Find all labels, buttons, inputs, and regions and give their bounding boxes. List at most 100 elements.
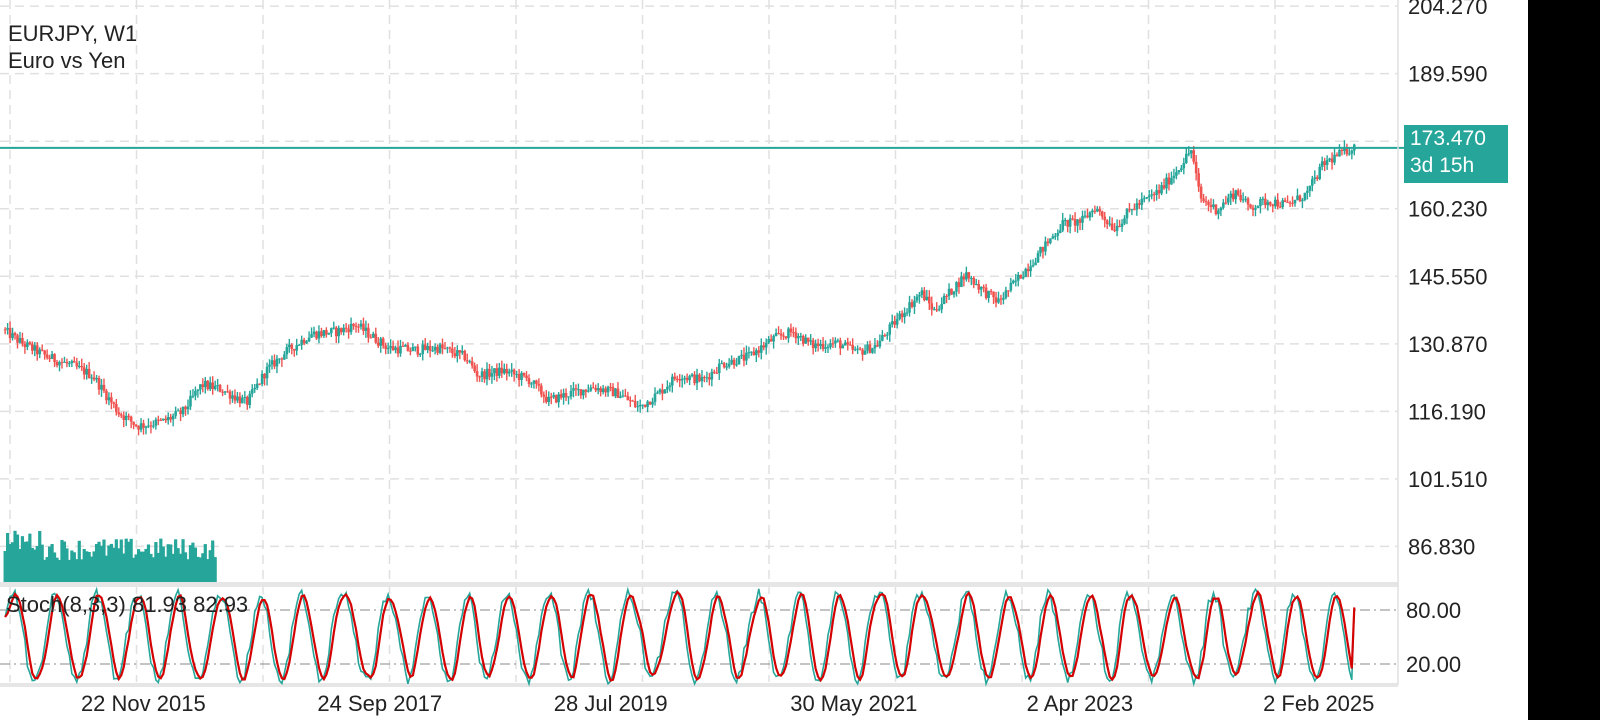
candle-body [1049, 238, 1052, 244]
candle-body [139, 423, 143, 430]
candle-body [129, 416, 133, 422]
current-price-value: 173.470 [1410, 127, 1486, 150]
candle-layer [3, 140, 1356, 436]
candle-body [1303, 192, 1307, 200]
candle-body [1118, 225, 1121, 227]
candle-body [1241, 199, 1245, 201]
candle-body [955, 282, 958, 292]
candle-body [1066, 219, 1069, 227]
candle-body [987, 290, 990, 298]
candle-body [1167, 177, 1171, 185]
candle-body [394, 347, 397, 351]
candle-body [1308, 185, 1312, 191]
candle-body [226, 391, 229, 393]
candle-body [1273, 199, 1277, 207]
candle-body [1301, 199, 1304, 202]
symbol-description: Euro vs Yen [8, 48, 126, 73]
volume-bar [77, 540, 81, 582]
volume-bar [94, 543, 99, 582]
candle-body [414, 346, 417, 348]
candle-body [1165, 177, 1168, 189]
candle-body [1135, 203, 1139, 210]
candle-body [16, 335, 19, 343]
pane-separator [0, 582, 1398, 587]
candle-body [154, 419, 158, 426]
candle-body [275, 358, 279, 367]
grid-layer [0, 0, 1398, 682]
price-tick-label: 160.230 [1408, 197, 1488, 222]
candle-body [213, 385, 217, 390]
candle-body [675, 378, 679, 380]
candle-body [900, 313, 904, 318]
candle-body [843, 342, 847, 346]
candle-body [1212, 204, 1215, 207]
price-chart-svg[interactable]: 86.830 101.510 116.190 130.870 145.550 160.23… [0, 0, 1528, 720]
volume-bar [119, 539, 123, 582]
candle-body [831, 343, 835, 345]
candle-body [851, 344, 854, 350]
candle-body [643, 404, 647, 407]
candle-body [1320, 161, 1324, 167]
candle-body [127, 415, 130, 417]
candle-body [537, 383, 541, 386]
candle-body [740, 354, 743, 356]
candle-body [349, 323, 353, 333]
candle-body [656, 392, 659, 394]
candle-body [458, 350, 462, 353]
candle-body [166, 417, 170, 421]
volume-bar [52, 552, 57, 582]
candle-body [1051, 236, 1055, 239]
volume-bar [104, 555, 109, 582]
volume-bar [45, 557, 49, 582]
candle-body [745, 352, 748, 361]
candle-body [641, 404, 644, 406]
volume-bar [169, 544, 173, 582]
candle-body [525, 375, 528, 379]
candle-body [703, 377, 706, 379]
price-tick-label: 116.190 [1408, 399, 1486, 424]
volume-bar [117, 548, 121, 582]
candle-body [112, 402, 116, 405]
candle-body [621, 395, 625, 397]
symbol-title: EURJPY, W1 [8, 21, 138, 46]
volume-bar [122, 553, 126, 582]
candle-body [982, 286, 985, 288]
volume-bar [132, 557, 136, 582]
candle-body [191, 395, 195, 397]
volume-bar [55, 557, 59, 582]
volume-bar [164, 556, 168, 582]
volume-bar [65, 548, 69, 582]
candle-body [636, 406, 640, 408]
candle-body [300, 339, 303, 345]
candle-body [700, 377, 704, 382]
candle-body [826, 347, 830, 349]
candle-body [441, 344, 444, 349]
candle-body [95, 378, 98, 380]
candle-body [923, 290, 926, 301]
candle-body [574, 388, 578, 390]
candle-body [1063, 219, 1067, 221]
candle-body [147, 425, 150, 427]
candle-body [777, 333, 780, 335]
candle-body [979, 286, 983, 290]
candle-body [1147, 195, 1151, 198]
candle-body [717, 363, 721, 374]
candle-body [1180, 168, 1183, 171]
candle-body [720, 363, 724, 365]
chart-area[interactable]: 86.830 101.510 116.190 130.870 145.550 160.23… [0, 0, 1528, 720]
candle-body [369, 337, 373, 339]
candle-body [292, 349, 296, 351]
candle-body [493, 368, 496, 374]
candle-body [658, 389, 662, 393]
candle-body [890, 321, 894, 325]
candle-body [273, 360, 276, 367]
volume-bar [28, 533, 32, 582]
candle-body [1239, 194, 1242, 201]
candle-body [1002, 297, 1005, 300]
candle-body [732, 359, 736, 366]
candle-body [910, 302, 914, 307]
volume-bar [193, 547, 198, 582]
candle-body [984, 287, 988, 298]
candle-body [194, 390, 197, 396]
candle-body [801, 336, 805, 344]
